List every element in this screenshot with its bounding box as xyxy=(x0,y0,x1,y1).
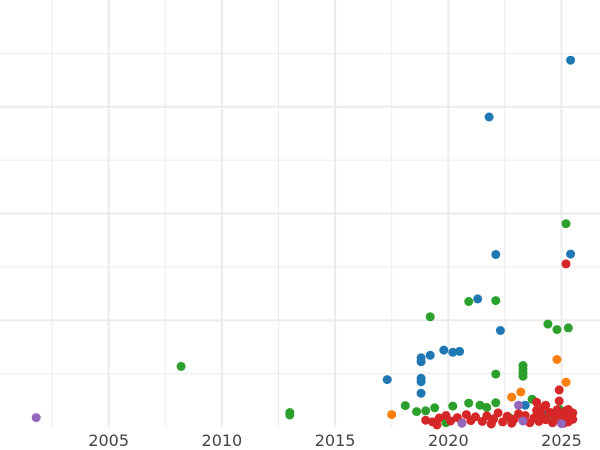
data-point-series-1 xyxy=(518,371,528,381)
data-point-series-2 xyxy=(434,413,444,423)
data-point-series-2 xyxy=(532,397,542,407)
x-axis-ticks: 2005 2010 2015 2020 2025 xyxy=(88,431,582,450)
data-point-series-2 xyxy=(563,405,573,414)
data-point-series-1 xyxy=(285,410,295,420)
data-point-series-1 xyxy=(464,398,474,408)
data-point-series-2 xyxy=(432,420,442,430)
data-point-series-2 xyxy=(482,411,492,421)
data-point-series-0 xyxy=(416,357,426,367)
x-tick-label-2010: 2010 xyxy=(202,431,243,450)
data-point-series-2 xyxy=(541,400,551,410)
data-point-series-1 xyxy=(543,319,553,329)
data-point-series-4 xyxy=(557,419,566,429)
data-point-series-2 xyxy=(471,412,480,422)
grid-lines xyxy=(0,0,600,427)
data-point-series-2 xyxy=(446,416,456,426)
data-point-series-2 xyxy=(541,415,551,425)
data-point-series-2 xyxy=(554,396,564,406)
data-point-series-1 xyxy=(400,401,410,411)
data-point-series-3 xyxy=(552,355,562,364)
data-point-series-1 xyxy=(412,407,422,417)
data-points xyxy=(31,55,578,430)
data-point-series-0 xyxy=(439,345,449,355)
data-point-series-4 xyxy=(514,400,523,410)
data-point-series-1 xyxy=(482,402,492,412)
data-point-series-1 xyxy=(176,361,186,371)
data-point-series-1 xyxy=(491,398,501,408)
data-point-series-0 xyxy=(416,388,426,398)
data-point-series-1 xyxy=(475,400,485,410)
data-point-series-2 xyxy=(554,385,564,395)
data-point-series-0 xyxy=(495,326,505,335)
data-point-series-1 xyxy=(552,325,562,335)
data-point-series-3 xyxy=(507,392,517,402)
data-point-series-3 xyxy=(516,387,526,397)
data-point-series-1 xyxy=(421,406,431,416)
data-point-series-1 xyxy=(561,219,571,229)
data-point-series-0 xyxy=(491,250,501,259)
data-point-series-2 xyxy=(493,408,503,418)
data-point-series-1 xyxy=(563,323,573,333)
data-point-series-2 xyxy=(502,411,512,421)
data-point-series-0 xyxy=(473,294,483,304)
data-point-series-1 xyxy=(448,401,458,411)
data-point-series-4 xyxy=(31,413,41,423)
data-point-series-0 xyxy=(566,55,576,65)
data-point-series-0 xyxy=(382,375,392,385)
data-point-series-2 xyxy=(486,419,496,429)
data-point-series-0 xyxy=(566,249,576,259)
data-point-series-3 xyxy=(561,377,571,387)
data-point-series-3 xyxy=(387,410,397,420)
x-tick-label-2020: 2020 xyxy=(428,431,469,450)
x-tick-label-2005: 2005 xyxy=(88,431,129,450)
data-point-series-1 xyxy=(491,369,501,379)
data-point-series-1 xyxy=(425,312,435,322)
data-point-series-0 xyxy=(448,347,458,357)
data-point-series-0 xyxy=(484,112,494,122)
data-point-series-2 xyxy=(421,415,431,425)
data-point-series-0 xyxy=(425,350,435,360)
data-point-series-1 xyxy=(491,296,501,306)
data-point-series-2 xyxy=(561,259,571,269)
data-point-series-0 xyxy=(520,400,530,410)
data-point-series-2 xyxy=(514,409,523,419)
data-point-series-1 xyxy=(430,403,440,413)
x-tick-label-2025: 2025 xyxy=(541,431,582,450)
data-point-series-4 xyxy=(457,418,467,428)
data-point-series-1 xyxy=(464,297,474,306)
data-point-series-0 xyxy=(455,346,465,356)
x-tick-label-2015: 2015 xyxy=(315,431,356,450)
data-point-series-0 xyxy=(416,377,426,387)
data-point-series-4 xyxy=(518,416,528,426)
data-point-series-2 xyxy=(568,414,578,424)
